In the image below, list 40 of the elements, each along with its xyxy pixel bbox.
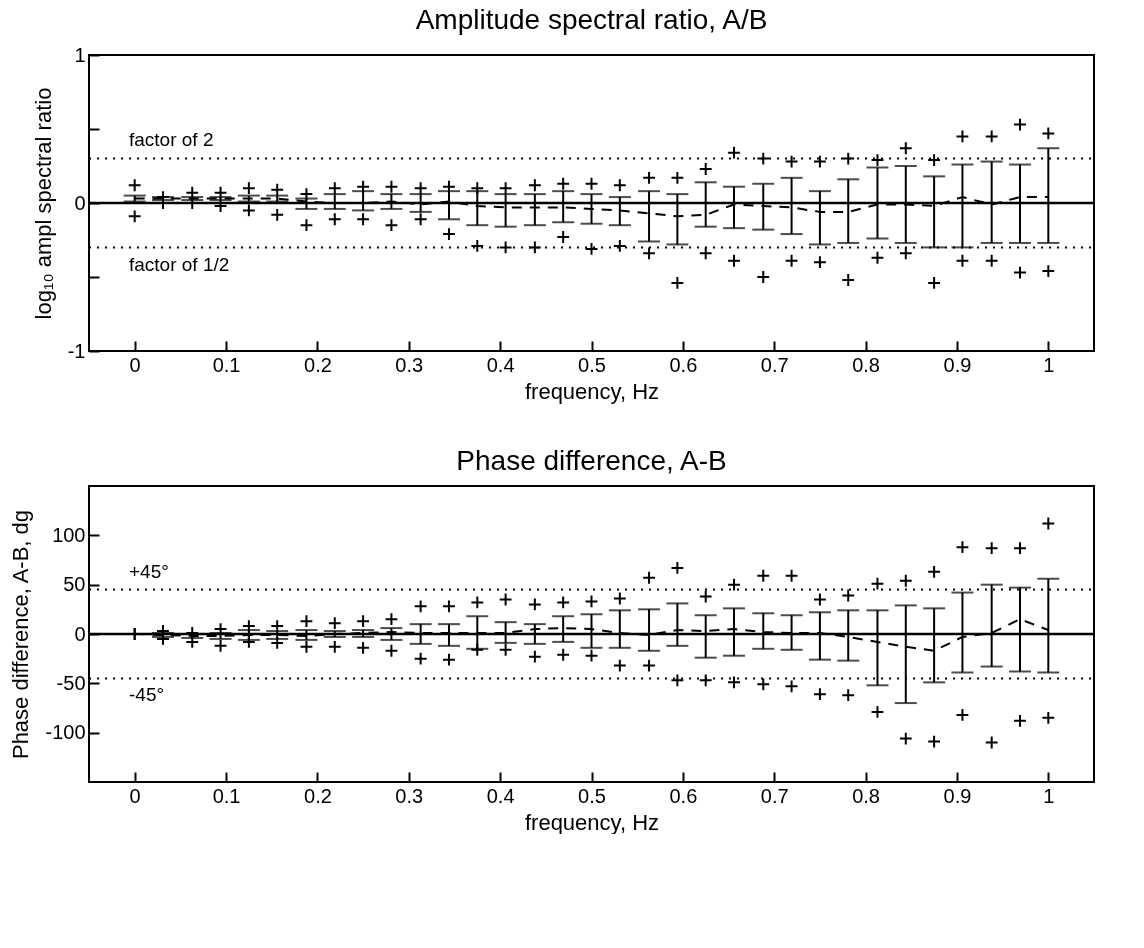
x-tick-label: 0.3 [395, 353, 424, 376]
y-axis-title: Phase difference, A-B, dg [8, 509, 34, 760]
x-tick-label: 0.7 [760, 784, 789, 807]
y-tick-label: 0 [74, 191, 86, 214]
x-tick-label: 0.1 [212, 784, 241, 807]
x-tick-label: 0.6 [669, 784, 698, 807]
ref-line-label: -45° [129, 684, 165, 706]
x-tick-label: 0.7 [760, 353, 789, 376]
x-tick-label: 0.1 [212, 353, 241, 376]
x-tick-label: 1 [1043, 353, 1055, 376]
x-tick-label: 0.4 [486, 353, 515, 376]
x-tick-label: 0.9 [943, 353, 972, 376]
x-tick-label: 0 [129, 784, 141, 807]
x-tick-label: 1 [1043, 784, 1055, 807]
chart-title: Phase difference, A-B [456, 445, 727, 476]
y-tick-label: -100 [45, 721, 86, 744]
chart-title: Amplitude spectral ratio, A/B [415, 4, 768, 35]
y-tick-label: -50 [56, 671, 86, 694]
x-axis-title: frequency, Hz [524, 809, 660, 835]
y-tick-label: 100 [52, 523, 86, 546]
y-tick-label: -1 [67, 339, 86, 362]
y-tick-label: 1 [74, 43, 86, 66]
x-tick-label: 0.5 [578, 353, 606, 376]
x-axis-title: frequency, Hz [524, 378, 660, 404]
ref-line-label: +45° [129, 560, 169, 582]
x-tick-label: 0.8 [852, 353, 880, 376]
ref-line-label: factor of 2 [129, 129, 214, 151]
y-tick-label: 0 [74, 622, 86, 645]
x-tick-label: 0.2 [304, 353, 332, 376]
x-tick-label: 0.4 [486, 784, 515, 807]
y-tick-label: 50 [63, 573, 86, 596]
y-axis-title: log₁₀ ampl spectral ratio [30, 87, 56, 320]
x-tick-label: 0.8 [852, 784, 880, 807]
x-tick-label: 0.9 [943, 784, 972, 807]
ref-line-label: factor of 1/2 [129, 253, 230, 275]
x-tick-label: 0.3 [395, 784, 424, 807]
x-tick-label: 0.5 [578, 784, 606, 807]
x-tick-label: 0 [129, 353, 141, 376]
x-tick-label: 0.6 [669, 353, 698, 376]
x-tick-label: 0.2 [304, 784, 332, 807]
